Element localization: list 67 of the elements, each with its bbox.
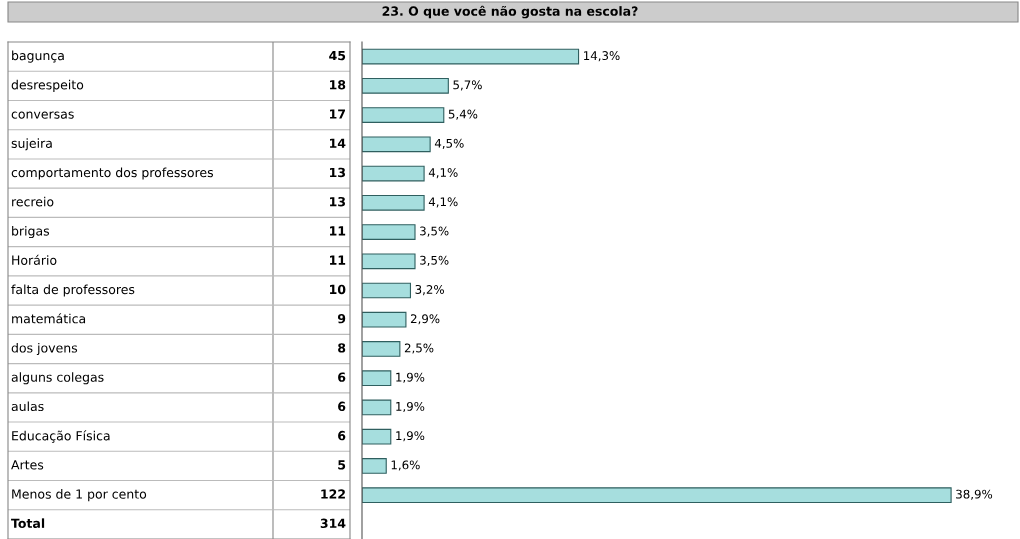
bar xyxy=(362,341,401,357)
text: 6 xyxy=(338,372,346,382)
text: 11 xyxy=(330,255,346,265)
data-label: 38,9% xyxy=(956,489,993,500)
y-tick-label: Educação Física xyxy=(12,430,110,443)
text: 122 xyxy=(321,489,345,499)
text: 6 xyxy=(338,430,346,441)
bar xyxy=(362,458,387,474)
bar xyxy=(362,282,412,299)
data-label: 2,9% xyxy=(410,314,440,325)
y-tick-label: comportamento dos professores xyxy=(11,167,214,180)
data-label: 3,5% xyxy=(420,226,449,237)
bar xyxy=(362,77,449,94)
bar xyxy=(362,48,580,65)
text: 11 xyxy=(330,226,346,236)
y-tick-label: Artes xyxy=(11,460,44,470)
text: 10 xyxy=(330,284,346,295)
y-tick-label: recreio xyxy=(12,196,54,207)
text: 45 xyxy=(329,50,346,61)
y-tick-label: matemática xyxy=(12,313,86,324)
text: 5 xyxy=(338,460,346,470)
bar xyxy=(362,224,416,240)
data-label: 1,6% xyxy=(391,460,420,471)
y-tick-label: sujeira xyxy=(11,138,52,151)
data-label: 1,9% xyxy=(396,372,425,383)
data-label: 4,1% xyxy=(428,168,458,179)
y-tick-label: desrespeito xyxy=(11,79,84,92)
data-label: 3,2% xyxy=(415,285,444,296)
data-label: 5,4% xyxy=(448,109,478,120)
text: 13 xyxy=(330,196,346,207)
text: 18 xyxy=(330,80,346,90)
data-label: 1,9% xyxy=(396,431,425,442)
text: 314 xyxy=(320,518,346,529)
y-tick-label: brigas xyxy=(12,225,50,239)
bar xyxy=(362,487,952,504)
text: 17 xyxy=(330,109,346,119)
data-label: 4,5% xyxy=(434,138,464,149)
data-label: 1,9% xyxy=(396,401,425,413)
y-tick-label: alguns colegas xyxy=(11,372,104,385)
bar xyxy=(362,370,392,387)
data-label: 5,7% xyxy=(453,80,482,91)
y-tick-label: falta de professores xyxy=(11,284,135,297)
y-tick-label: bagunça xyxy=(12,50,64,63)
bar xyxy=(362,136,431,153)
bar xyxy=(362,194,425,211)
data-label: 2,5% xyxy=(404,343,434,354)
text: Total xyxy=(11,518,45,529)
text: 14 xyxy=(330,138,346,148)
data-label: 4,1% xyxy=(428,197,458,208)
chart-title: 23. O que você não gosta na escola? xyxy=(382,5,638,19)
bar xyxy=(362,311,407,328)
y-tick-label: Menos de 1 por cento xyxy=(12,489,147,502)
y-tick-label: Horário xyxy=(12,254,57,265)
bar xyxy=(362,107,445,123)
text: 13 xyxy=(330,167,346,178)
data-label: 14,3% xyxy=(584,51,620,62)
bar xyxy=(362,253,416,270)
bar xyxy=(362,399,392,416)
y-tick-label: dos jovens xyxy=(11,342,78,356)
bar xyxy=(362,428,392,445)
y-tick-label: aulas xyxy=(11,401,44,412)
y-tick-label: conversas xyxy=(11,111,74,119)
text: 9 xyxy=(337,313,346,324)
bar xyxy=(362,165,425,182)
data-label: 3,5% xyxy=(420,255,449,266)
text: 8 xyxy=(338,343,346,353)
text: 6 xyxy=(338,401,346,412)
